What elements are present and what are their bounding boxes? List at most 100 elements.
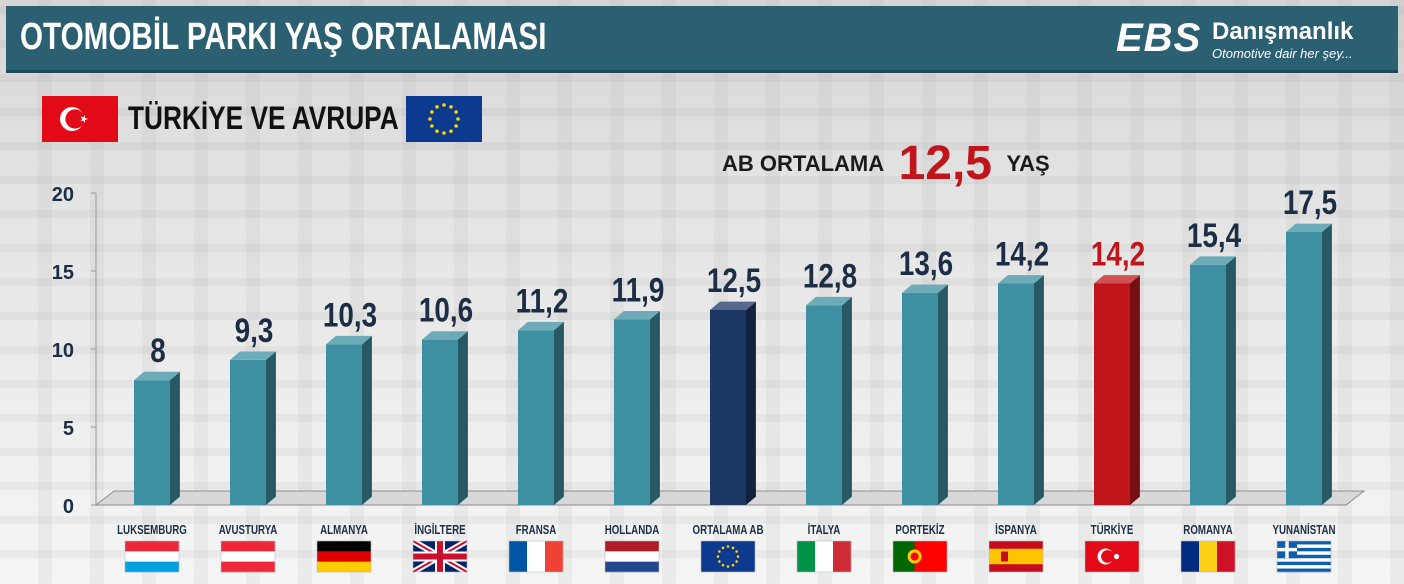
italy-flag-icon <box>796 540 852 573</box>
bar-front <box>998 283 1034 505</box>
bar-side <box>170 371 180 505</box>
subtitle: TÜRKİYE VE AVRUPA <box>128 100 399 136</box>
data-label: 17,5 <box>1283 183 1337 221</box>
bar-front <box>134 380 170 505</box>
eu-average-label: AB ORTALAMA <box>722 151 885 176</box>
bar-luksemburg <box>134 371 180 505</box>
x-tick-label: AVUSTURYA <box>219 524 278 537</box>
brand-name: Danışmanlık <box>1212 18 1354 45</box>
y-tick-label: 15 <box>52 262 74 284</box>
bar-side <box>938 284 948 505</box>
bar-top <box>326 335 372 345</box>
data-label: 11,9 <box>612 271 665 309</box>
bar-i̇ngi̇ltere <box>422 331 468 505</box>
bar-avusturya <box>230 351 276 505</box>
bar-top <box>1190 256 1236 265</box>
bar-yunani̇stan <box>1286 223 1332 505</box>
bar-side <box>1226 256 1236 505</box>
bar-i̇spanya <box>998 275 1044 505</box>
bar-front <box>422 339 458 505</box>
bar-side <box>650 310 660 505</box>
data-label: 9,3 <box>235 311 274 349</box>
brand-logo: EBS Danışmanlık Otomotive dair her şey..… <box>1116 14 1386 66</box>
bar-side <box>266 351 276 505</box>
brand-tagline: Otomotive dair her şey... <box>1212 46 1353 61</box>
bar-porteki̇z <box>902 284 948 505</box>
eu-flag-icon <box>406 96 482 142</box>
greece-flag-icon <box>1276 540 1332 573</box>
germany-flag-icon <box>316 540 372 573</box>
x-tick-label: ROMANYA <box>1183 524 1232 537</box>
x-tick-label: İTALYA <box>808 523 841 537</box>
x-tick-label: FRANSA <box>516 524 557 537</box>
bar-top <box>134 371 180 381</box>
romania-flag-icon <box>1180 540 1236 573</box>
bar-almanya <box>326 335 372 505</box>
data-label: 15,4 <box>1187 216 1242 254</box>
x-tick-label: İSPANYA <box>995 523 1037 537</box>
data-label: 13,6 <box>899 244 953 282</box>
bar-top <box>1286 223 1332 232</box>
bar-i̇talya <box>806 296 852 505</box>
bar-top <box>422 331 468 340</box>
data-label: 11,2 <box>516 282 569 320</box>
bar-front <box>1094 283 1130 505</box>
x-tick-label: ORTALAMA AB <box>693 524 764 537</box>
brand-logo-mark: EBS <box>1116 16 1202 60</box>
y-tick-label: 20 <box>52 184 74 206</box>
data-label: 10,3 <box>323 296 377 334</box>
bar-top <box>518 321 564 331</box>
x-tick-label: ALMANYA <box>320 524 368 537</box>
eu-average-note: AB ORTALAMA 12,5 YAŞ <box>722 136 1050 191</box>
data-label: 12,8 <box>803 257 857 295</box>
bar-top <box>998 275 1044 284</box>
x-tick-label: YUNANİSTAN <box>1272 523 1335 537</box>
subtitle-row: TÜRKİYE VE AVRUPA <box>42 94 502 142</box>
data-label: 14,2 <box>995 235 1049 273</box>
y-tick-label: 0 <box>63 496 74 518</box>
luxembourg-flag-icon <box>124 540 180 573</box>
bar-side <box>1130 275 1140 505</box>
bar-side <box>458 331 468 505</box>
bar-side <box>746 301 756 505</box>
bar-front <box>230 359 266 505</box>
x-tick-label: TÜRKİYE <box>1091 523 1134 537</box>
turkey-flag-icon <box>42 96 118 142</box>
bar-top <box>902 284 948 293</box>
bar-front <box>902 292 938 505</box>
x-tick-label: HOLLANDA <box>605 524 660 537</box>
bar-front <box>1286 232 1322 505</box>
bar-hollanda <box>614 310 660 505</box>
portugal-flag-icon <box>892 540 948 573</box>
data-label: 10,6 <box>419 291 473 329</box>
spain-flag-icon <box>988 540 1044 573</box>
bar-front <box>806 305 842 505</box>
bar-side <box>842 296 852 505</box>
austria-flag-icon <box>220 540 276 573</box>
x-tick-label: LUKSEMBURG <box>117 524 187 537</box>
uk-flag-icon <box>411 538 469 575</box>
bar-side <box>554 321 564 505</box>
bar-front <box>1190 264 1226 505</box>
bar-front <box>614 319 650 505</box>
eu-flag-icon <box>700 540 756 573</box>
bar-romanya <box>1190 256 1236 505</box>
data-label: 8 <box>150 332 166 370</box>
bar-side <box>1034 275 1044 505</box>
bar-side <box>362 335 372 505</box>
y-tick-label: 5 <box>63 418 74 440</box>
y-tick-label: 10 <box>52 340 74 362</box>
bar-front <box>710 310 746 505</box>
eu-average-value: 12,5 <box>898 137 992 190</box>
bar-türki̇ye <box>1094 275 1140 505</box>
bar-front <box>518 330 554 505</box>
page-title: OTOMOBİL PARKI YAŞ ORTALAMASI <box>20 16 547 58</box>
turkey-flag-icon <box>1084 540 1140 573</box>
header-bar: OTOMOBİL PARKI YAŞ ORTALAMASI EBS Danışm… <box>6 6 1398 73</box>
bar-top <box>806 296 852 306</box>
bar-top <box>710 301 756 310</box>
bar-fransa <box>518 321 564 505</box>
data-label: 14,2 <box>1091 235 1145 273</box>
x-tick-label: PORTEKİZ <box>895 523 944 537</box>
